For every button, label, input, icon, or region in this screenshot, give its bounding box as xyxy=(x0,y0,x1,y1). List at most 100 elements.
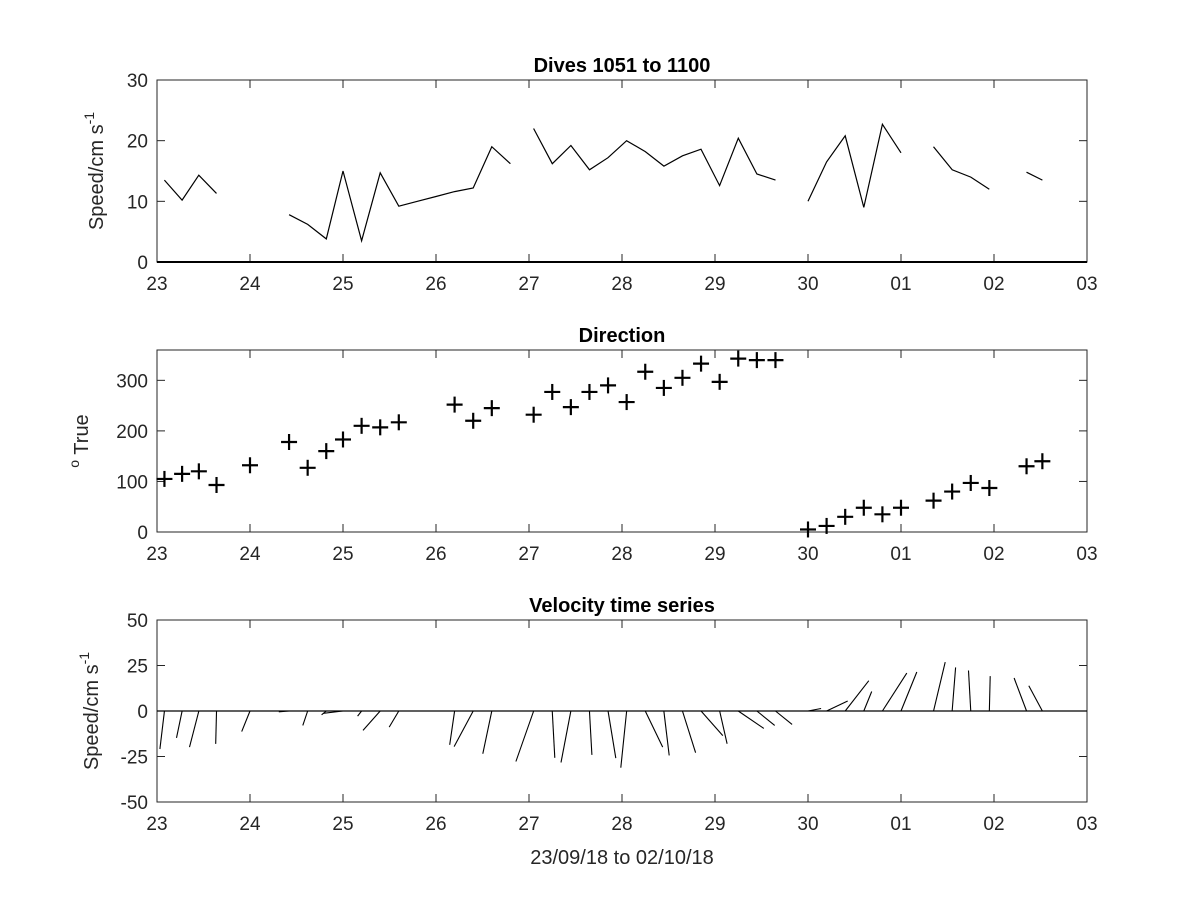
velocity-vector xyxy=(453,710,474,747)
velocity-vector xyxy=(863,691,873,712)
y-tick-label: 25 xyxy=(127,657,148,678)
direction-point xyxy=(730,350,747,367)
velocity-vector xyxy=(588,710,593,755)
y-tick-label: 0 xyxy=(137,253,148,274)
speed-line-segment xyxy=(1026,171,1043,181)
direction-point xyxy=(299,459,316,476)
speed-line-segment xyxy=(533,128,776,188)
velocity-vector xyxy=(775,710,793,725)
x-tick-label: 25 xyxy=(332,814,353,835)
x-tick-label: 03 xyxy=(1076,544,1097,565)
direction-point xyxy=(190,463,207,480)
y-tick-label: 300 xyxy=(116,371,148,392)
x-tick-label: 01 xyxy=(890,274,911,295)
x-tick-label: 02 xyxy=(983,814,1004,835)
direction-point xyxy=(525,406,542,423)
y-tick-label: -50 xyxy=(121,793,148,814)
x-tick-label: 24 xyxy=(239,814,261,835)
x-tick-label: 25 xyxy=(332,544,353,565)
direction-point xyxy=(925,492,942,509)
direction-point xyxy=(208,476,225,493)
x-tick-label: 03 xyxy=(1076,274,1097,295)
direction-point xyxy=(318,443,335,460)
velocity-vector xyxy=(482,710,493,754)
y-axis-label-superscript: -1 xyxy=(76,652,92,665)
x-tick-label: 02 xyxy=(983,544,1004,565)
velocity-vector xyxy=(663,710,670,756)
x-tick-label: 28 xyxy=(611,814,632,835)
direction-point xyxy=(242,457,258,474)
y-axis-label: o True xyxy=(66,414,93,467)
velocity-vector xyxy=(1028,685,1043,712)
direction-point xyxy=(281,434,298,451)
y-tick-label: 100 xyxy=(116,472,148,493)
direction-point xyxy=(390,414,407,431)
direction-point xyxy=(874,506,891,523)
y-axis-label-text: Speed/cm s xyxy=(86,124,108,230)
direction-point xyxy=(1034,453,1051,470)
velocity-vector xyxy=(551,710,556,758)
y-tick-label: 0 xyxy=(137,702,148,723)
speed-line-segment xyxy=(807,122,902,208)
direction-point xyxy=(544,383,561,400)
axes-box xyxy=(156,79,1088,263)
x-tick-label: 28 xyxy=(611,274,632,295)
direction-point xyxy=(893,499,909,516)
x-tick-label: 24 xyxy=(239,544,261,565)
velocity-vector xyxy=(449,710,456,745)
x-tick-label: 25 xyxy=(332,274,353,295)
direction-point xyxy=(581,383,598,400)
panel-title: Direction xyxy=(579,325,666,347)
y-tick-label: 0 xyxy=(137,523,148,544)
y-axis-label: Speed/cm s-1 xyxy=(81,112,108,230)
direction-point xyxy=(711,373,728,390)
direction-point xyxy=(335,431,351,448)
direction-point xyxy=(446,396,463,413)
direction-point xyxy=(562,399,579,416)
velocity-vector xyxy=(278,710,290,713)
x-tick-label: 23 xyxy=(146,274,167,295)
speed-line-segment xyxy=(163,174,217,202)
velocity-vector xyxy=(560,710,572,763)
panel-title: Velocity time series xyxy=(529,595,715,617)
velocity-vector xyxy=(681,710,697,753)
direction-point xyxy=(800,521,816,538)
direction-point xyxy=(962,474,979,491)
y-axis-label: Speed/cm s-1 xyxy=(76,652,103,770)
velocity-vector xyxy=(1013,677,1028,712)
x-tick-label: 28 xyxy=(611,544,632,565)
x-tick-label: 02 xyxy=(983,274,1004,295)
velocity-vector xyxy=(515,710,535,762)
velocity-vector xyxy=(620,710,628,768)
velocity-vector xyxy=(881,672,908,712)
x-tick-label: 29 xyxy=(704,544,725,565)
velocity-vector xyxy=(215,710,218,744)
direction-point xyxy=(1018,458,1035,475)
x-tick-label: 01 xyxy=(890,544,911,565)
speed-line-segment xyxy=(288,145,511,244)
direction-point xyxy=(655,379,672,396)
velocity-vector xyxy=(607,710,617,759)
y-tick-label: 50 xyxy=(127,611,148,632)
x-tick-label: 01 xyxy=(890,814,911,835)
velocity-vector xyxy=(737,710,765,729)
direction-point xyxy=(637,363,654,380)
velocity-vector xyxy=(188,710,200,748)
x-tick-label: 26 xyxy=(425,544,446,565)
direction-point xyxy=(981,480,998,497)
x-axis-label: 23/09/18 to 02/10/18 xyxy=(530,847,714,869)
direction-point xyxy=(618,394,635,411)
x-tick-label: 26 xyxy=(425,274,446,295)
velocity-vector xyxy=(644,710,664,748)
direction-point xyxy=(837,508,854,525)
velocity-vector xyxy=(756,710,776,726)
velocity-vector xyxy=(302,710,309,726)
x-tick-label: 26 xyxy=(425,814,446,835)
x-tick-label: 23 xyxy=(146,814,167,835)
velocity-vector xyxy=(700,710,724,736)
direction-point xyxy=(465,412,482,429)
y-axis-label-text: True xyxy=(71,414,93,460)
y-axis-label-superscript: -1 xyxy=(81,112,97,125)
x-tick-label: 24 xyxy=(239,274,261,295)
